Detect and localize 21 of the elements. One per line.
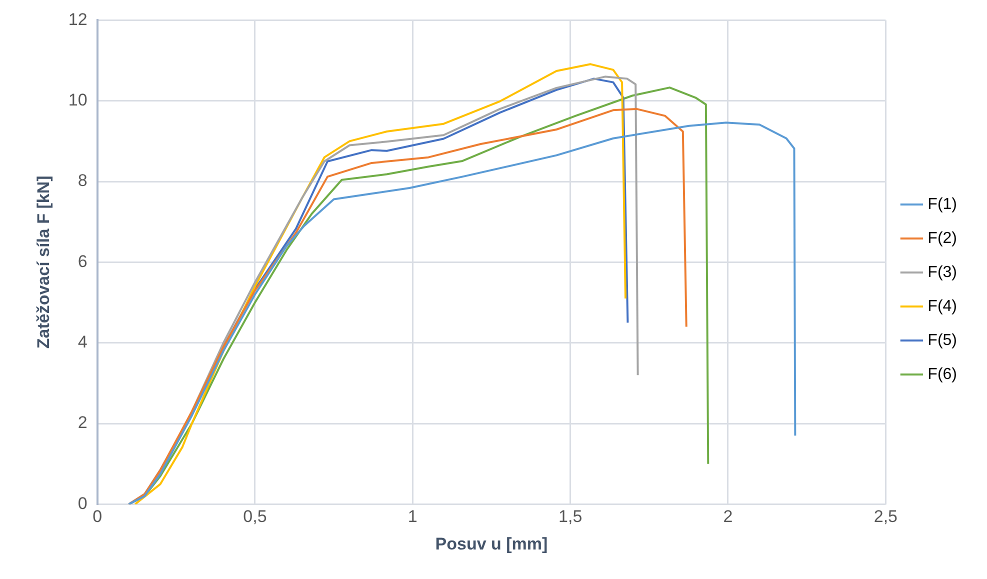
x-tick-label: 1 <box>408 507 418 526</box>
x-tick-label: 1,5 <box>558 507 582 526</box>
legend-label: F(5) <box>928 332 957 349</box>
y-tick-label: 2 <box>78 413 88 432</box>
x-tick-label: 2 <box>723 507 733 526</box>
legend-label: F(3) <box>928 264 957 281</box>
x-tick-label: 2,5 <box>874 507 898 526</box>
x-axis-title: Posuv u [mm] <box>435 534 548 554</box>
y-tick-label: 10 <box>68 90 88 110</box>
y-tick-label: 6 <box>78 252 88 271</box>
x-tick-label: 0,5 <box>243 507 267 526</box>
y-tick-label: 0 <box>78 494 88 513</box>
legend-label: F(1) <box>928 196 957 213</box>
y-axis-title: Zatěžovací síla F [kN] <box>34 176 53 349</box>
legend-label: F(4) <box>928 298 957 315</box>
y-tick-label: 12 <box>68 10 88 29</box>
y-tick-label: 8 <box>78 171 88 190</box>
y-tick-label: 4 <box>78 332 88 352</box>
x-tick-label: 0 <box>92 507 102 526</box>
legend-label: F(2) <box>928 230 957 247</box>
legend-label: F(6) <box>928 366 957 383</box>
